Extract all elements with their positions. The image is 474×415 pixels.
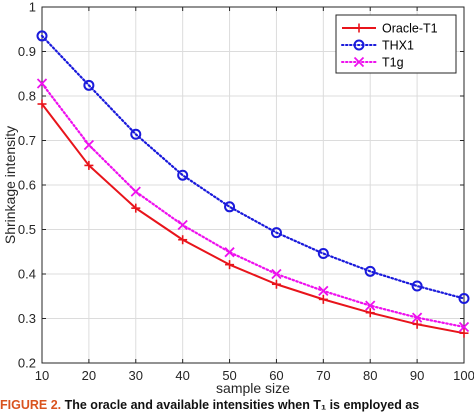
data-point-x [458,321,470,333]
x-tick-label: 90 [410,368,424,383]
legend-label: THX1 [382,39,414,53]
series-line [40,34,466,300]
figure-label: FIGURE 2. [0,398,62,412]
x-tick-label: 80 [363,368,377,383]
legend-item: Oracle-T1 [342,22,438,36]
data-point-x [271,268,282,280]
data-point-plus [459,328,469,338]
y-tick-label: 0.7 [18,133,36,148]
x-tick-label: 30 [129,368,143,383]
legend-label: Oracle-T1 [382,22,438,36]
data-point-plus [365,308,375,318]
y-tick-label: 0.8 [18,89,36,104]
data-point-circle [353,39,365,51]
data-point-x [36,78,48,89]
data-point-x [353,56,365,68]
data-point-circle [317,248,329,260]
y-axis-label: Shrinkage intensity [2,126,18,244]
y-tick-label: 0.9 [18,44,36,59]
data-point-plus [225,260,235,270]
series-t1g [36,78,470,333]
data-point-x [365,300,376,311]
line-chart: 10 20 30 40 50 60 70 80 90 100 0.2 0.3 0.4 0.5 0.6 0.7 0… [2,0,474,396]
legend-box [335,14,457,74]
data-point-circle [36,30,48,42]
data-point-plus [37,99,47,109]
x-tick-label: 70 [316,368,330,383]
data-point-x [83,139,95,151]
legend-item: THX1 [341,39,414,53]
data-point-plus [84,160,94,170]
y-tick-label: 0.5 [18,222,36,237]
data-point-plus [131,203,141,213]
data-point-plus [178,235,188,245]
legend-item: T1g [341,56,404,70]
x-tick-label: 50 [222,368,236,383]
y-tick-label: 0.4 [18,267,36,282]
data-point-circle [270,227,282,239]
data-point-x [411,312,423,323]
legend-label: T1g [382,56,404,70]
data-point-circle [224,201,236,213]
data-point-circle [411,280,423,292]
figure-caption: FIGURE 2. The oracle and available inten… [0,396,474,415]
x-tick-label: 10 [35,368,49,383]
data-point-plus [412,319,422,329]
x-tick-label: 40 [175,368,189,383]
data-point-plus [354,23,364,33]
axis-ticks: 10 20 30 40 50 60 70 80 90 100 0.2 0.3 0.4 0.5 0.6 0.7 0… [18,0,474,383]
series-line [40,82,466,329]
data-point-circle [177,169,189,181]
x-tick-label: 20 [82,368,96,383]
series-layer [36,30,470,338]
legend: Oracle-T1 THX1 T1g [335,14,457,74]
y-tick-label: 0.2 [18,356,36,371]
y-tick-label: 1 [29,0,36,15]
x-tick-label: 60 [269,368,283,383]
y-tick-label: 0.6 [18,178,36,193]
series-oracle-t1 [37,99,469,338]
data-point-circle [458,292,470,304]
caption-text: The oracle and available intensities whe… [64,398,420,412]
data-point-x [177,219,188,231]
data-point-x [224,247,235,258]
x-axis-label: sample size [216,380,290,396]
series-thx1 [36,30,470,304]
series-line [41,103,465,335]
data-point-plus [318,294,328,304]
data-point-x [318,285,329,297]
data-point-circle [364,265,376,277]
data-point-circle [130,128,142,140]
data-point-plus [271,279,281,289]
y-tick-label: 0.3 [18,311,36,326]
data-point-circle [83,79,95,91]
data-point-x [130,186,141,197]
x-tick-label: 100 [453,368,474,383]
